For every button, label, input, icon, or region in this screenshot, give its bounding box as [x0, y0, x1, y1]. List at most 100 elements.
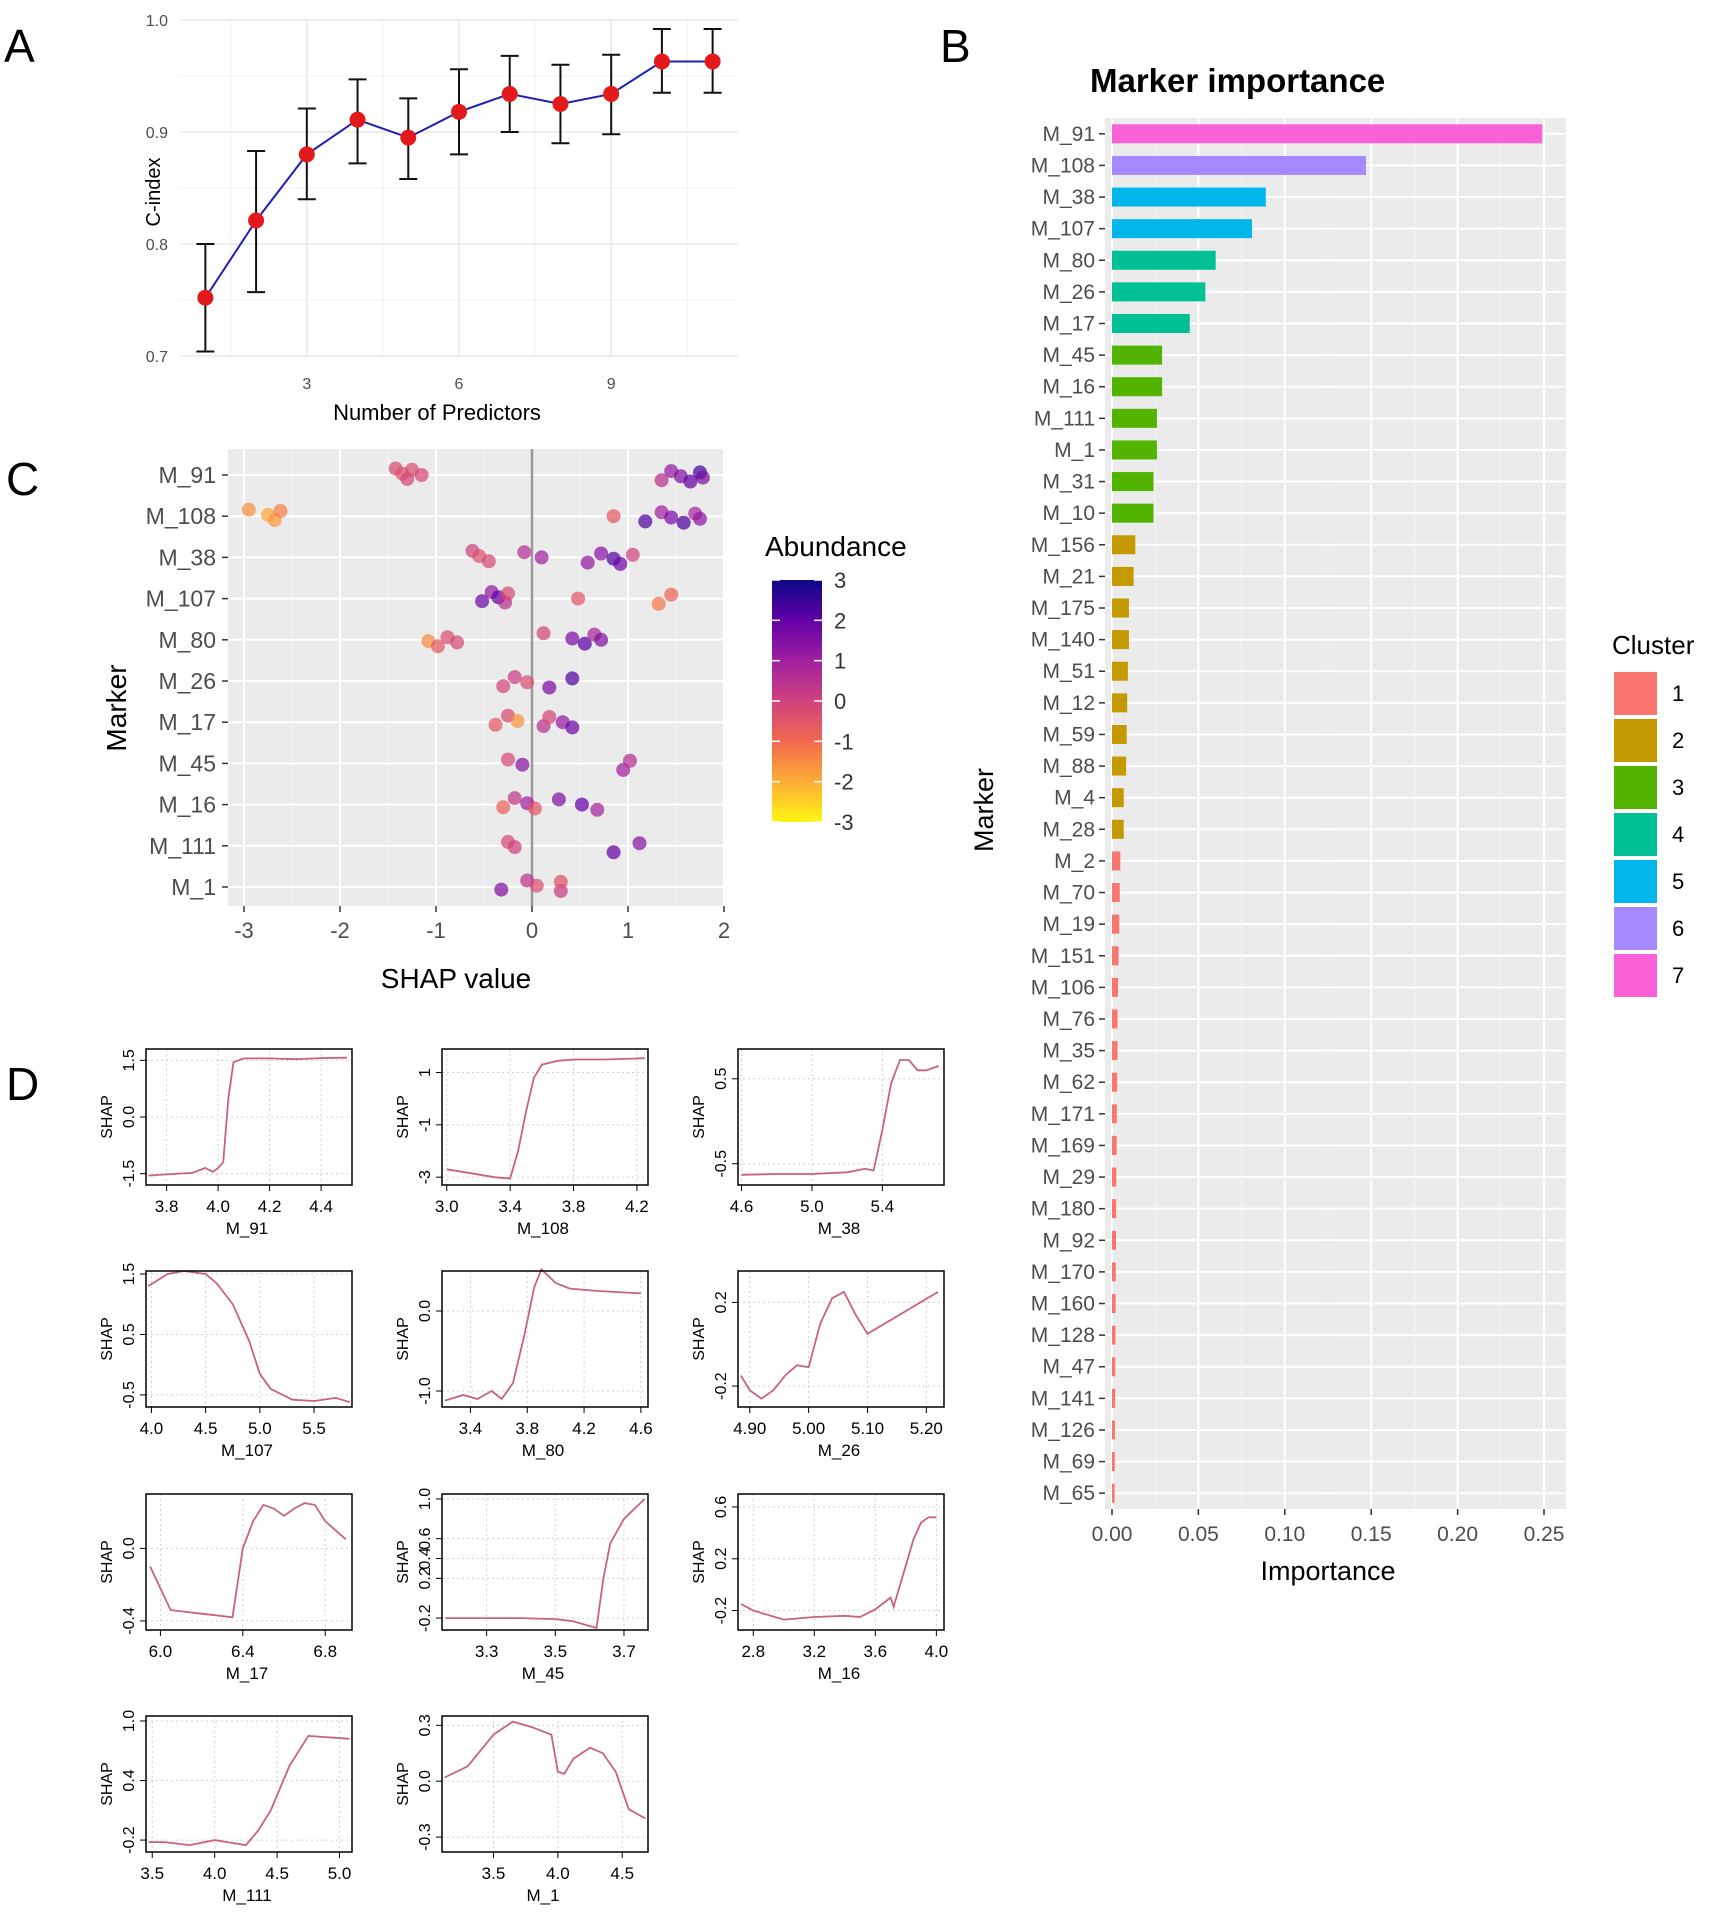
- y-tick-label: M_111: [1034, 407, 1095, 430]
- y-tick-label: -0.2: [121, 1826, 138, 1854]
- y-tick-label: -0.2: [713, 1597, 730, 1625]
- legend-swatch: [1614, 860, 1657, 903]
- y-tick-label: 0.3: [417, 1714, 434, 1736]
- x-tick-label: 2.8: [741, 1642, 765, 1661]
- x-tick-label: 0.05: [1178, 1523, 1219, 1546]
- dependence-line: [147, 1270, 351, 1404]
- legend-label: 2: [1672, 728, 1684, 753]
- data-point: [529, 878, 544, 893]
- y-axis-label: SHAP: [395, 1540, 412, 1584]
- y-tick-label: M_17: [158, 709, 216, 735]
- data-point: [664, 510, 679, 525]
- panel-label-d: D: [6, 1058, 39, 1110]
- data-point: [501, 586, 515, 601]
- dependence-line: [444, 1720, 646, 1820]
- data-point: [298, 146, 315, 163]
- x-tick-label: 9: [607, 376, 616, 393]
- x-tick-label: 3.7: [612, 1642, 636, 1661]
- y-tick-label: M_128: [1031, 1324, 1095, 1347]
- x-tick-label: 4.2: [258, 1197, 282, 1216]
- plot-frame: [737, 1048, 945, 1186]
- y-axis-label: SHAP: [691, 1540, 708, 1584]
- data-point: [565, 631, 580, 646]
- y-axis-label: SHAP: [99, 1317, 116, 1361]
- y-tick-label: 0.2: [417, 1567, 434, 1589]
- legend-label: 6: [1672, 916, 1684, 941]
- x-tick-label: 1: [622, 918, 634, 943]
- y-axis-label: SHAP: [395, 1317, 412, 1361]
- data-point: [349, 111, 366, 128]
- y-tick-label: M_88: [1042, 755, 1095, 778]
- bar: [1112, 1325, 1116, 1345]
- x-tick-label: 4.2: [572, 1419, 596, 1438]
- data-point: [565, 720, 580, 735]
- bar: [1112, 1135, 1117, 1155]
- bar: [1112, 345, 1163, 365]
- data-point: [400, 129, 417, 146]
- y-tick-label: M_51: [1042, 660, 1095, 683]
- panel-d-dependence-plots: 3.8 4.0 4.2 4.4 -1.5 0.0 1.5 M_91 SHAP 3.0 3.4 3.8 4…: [99, 1048, 948, 1905]
- bar: [1112, 535, 1136, 555]
- data-point: [515, 757, 530, 772]
- y-tick-label: 0.6: [713, 1496, 730, 1518]
- y-tick-label: M_47: [1042, 1356, 1095, 1379]
- y-axis-label: SHAP: [395, 1095, 412, 1139]
- data-point: [536, 626, 551, 641]
- y-tick-label: M_106: [1031, 976, 1095, 999]
- y-tick-label: M_91: [1042, 123, 1095, 146]
- y-tick-label: 0.4: [417, 1547, 434, 1569]
- dependence-line: [741, 1059, 939, 1176]
- y-tick-label: M_156: [1031, 534, 1095, 557]
- y-tick-label: M_108: [146, 503, 216, 529]
- colorbar-tick-label: -2: [834, 770, 854, 795]
- x-tick-label: 4.0: [140, 1419, 164, 1438]
- bar: [1112, 219, 1252, 239]
- bar: [1112, 377, 1163, 397]
- data-point: [534, 550, 549, 565]
- y-tick-label: M_92: [1042, 1229, 1095, 1252]
- x-tick-label: 2: [718, 918, 730, 943]
- y-tick-label: M_62: [1042, 1071, 1095, 1094]
- data-point: [517, 545, 532, 560]
- x-tick-label: 5.4: [871, 1197, 895, 1216]
- data-point: [606, 509, 621, 524]
- y-tick-label: -0.2: [417, 1604, 434, 1632]
- x-tick-label: 3.0: [435, 1197, 459, 1216]
- data-point: [551, 792, 566, 807]
- x-tick-label: 5.00: [792, 1419, 825, 1438]
- data-point: [552, 96, 569, 112]
- bar: [1112, 661, 1128, 681]
- x-tick-label: 0.15: [1351, 1523, 1392, 1546]
- bar: [1112, 977, 1119, 997]
- bar: [1112, 630, 1129, 650]
- bar: [1112, 1104, 1117, 1124]
- bar: [1112, 282, 1206, 302]
- y-tick-label: M_1: [171, 874, 216, 900]
- legend-label: 3: [1672, 775, 1684, 800]
- y-axis-label: SHAP: [99, 1762, 116, 1806]
- plot-frame: [441, 1048, 649, 1186]
- y-axis-label: SHAP: [395, 1762, 412, 1806]
- data-point: [606, 845, 621, 860]
- x-axis-label: Number of Predictors: [333, 400, 541, 425]
- colorbar-tick-label: -3: [834, 810, 854, 835]
- y-tick-label: 0.0: [417, 1770, 434, 1792]
- y-tick-label: M_108: [1031, 154, 1095, 177]
- data-point: [248, 212, 265, 229]
- y-tick-label: M_16: [158, 792, 216, 818]
- legend-swatch: [1614, 907, 1657, 950]
- data-point: [625, 547, 640, 562]
- bar: [1112, 1357, 1116, 1377]
- y-tick-label: -0.5: [713, 1150, 730, 1178]
- x-axis-label: M_91: [226, 1219, 269, 1238]
- x-tick-label: 4.90: [733, 1419, 766, 1438]
- legend-label: 7: [1672, 963, 1684, 988]
- data-point: [450, 635, 465, 650]
- y-tick-label: M_65: [1042, 1482, 1095, 1505]
- y-axis-label: SHAP: [691, 1317, 708, 1361]
- data-point: [704, 53, 721, 70]
- plot-frame: [737, 1270, 945, 1408]
- x-tick-label: 4.6: [730, 1197, 754, 1216]
- y-tick-label: M_80: [158, 627, 216, 653]
- legend-swatch: [1614, 954, 1657, 997]
